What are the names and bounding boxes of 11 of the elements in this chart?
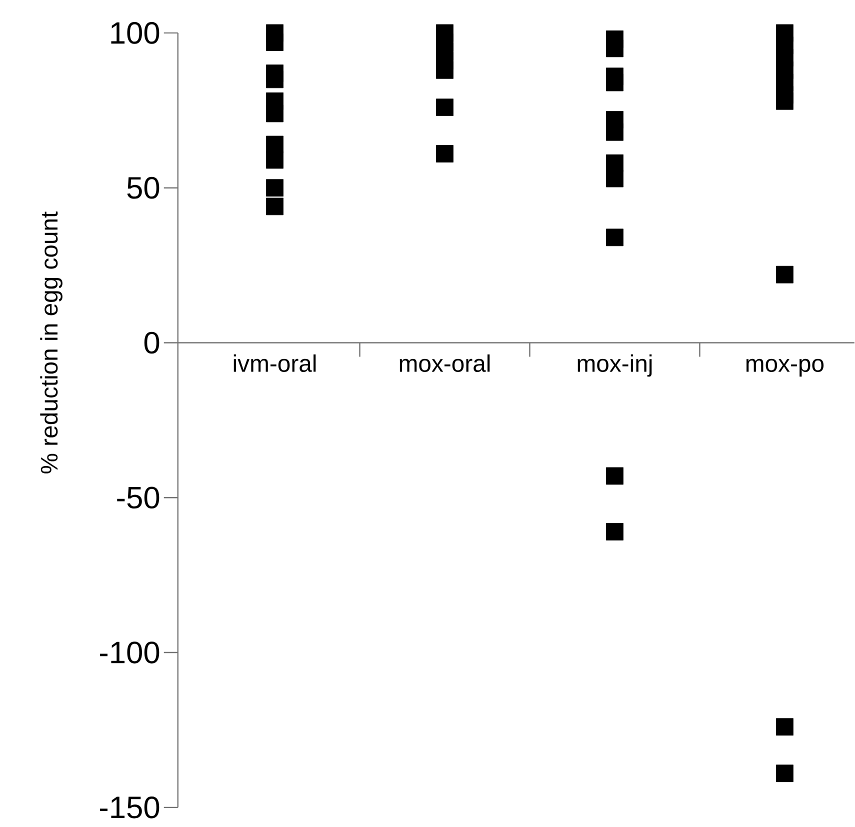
x-tick-label: mox-oral [400, 354, 490, 372]
y-tick-label: 0 [144, 332, 160, 354]
y-tick-label: 100 [111, 22, 160, 44]
x-tick-label: mox-inj [578, 354, 652, 376]
y-tick-label: -150 [100, 796, 160, 818]
y-tick-label: 50 [127, 176, 160, 199]
y-axis-title: % reduction in egg count [40, 211, 62, 474]
y-tick-label: -50 [117, 486, 160, 508]
y-tick-label: -100 [100, 641, 160, 664]
x-tick-label: ivm-oral [234, 354, 316, 372]
x-tick-label: mox-po [746, 358, 824, 376]
